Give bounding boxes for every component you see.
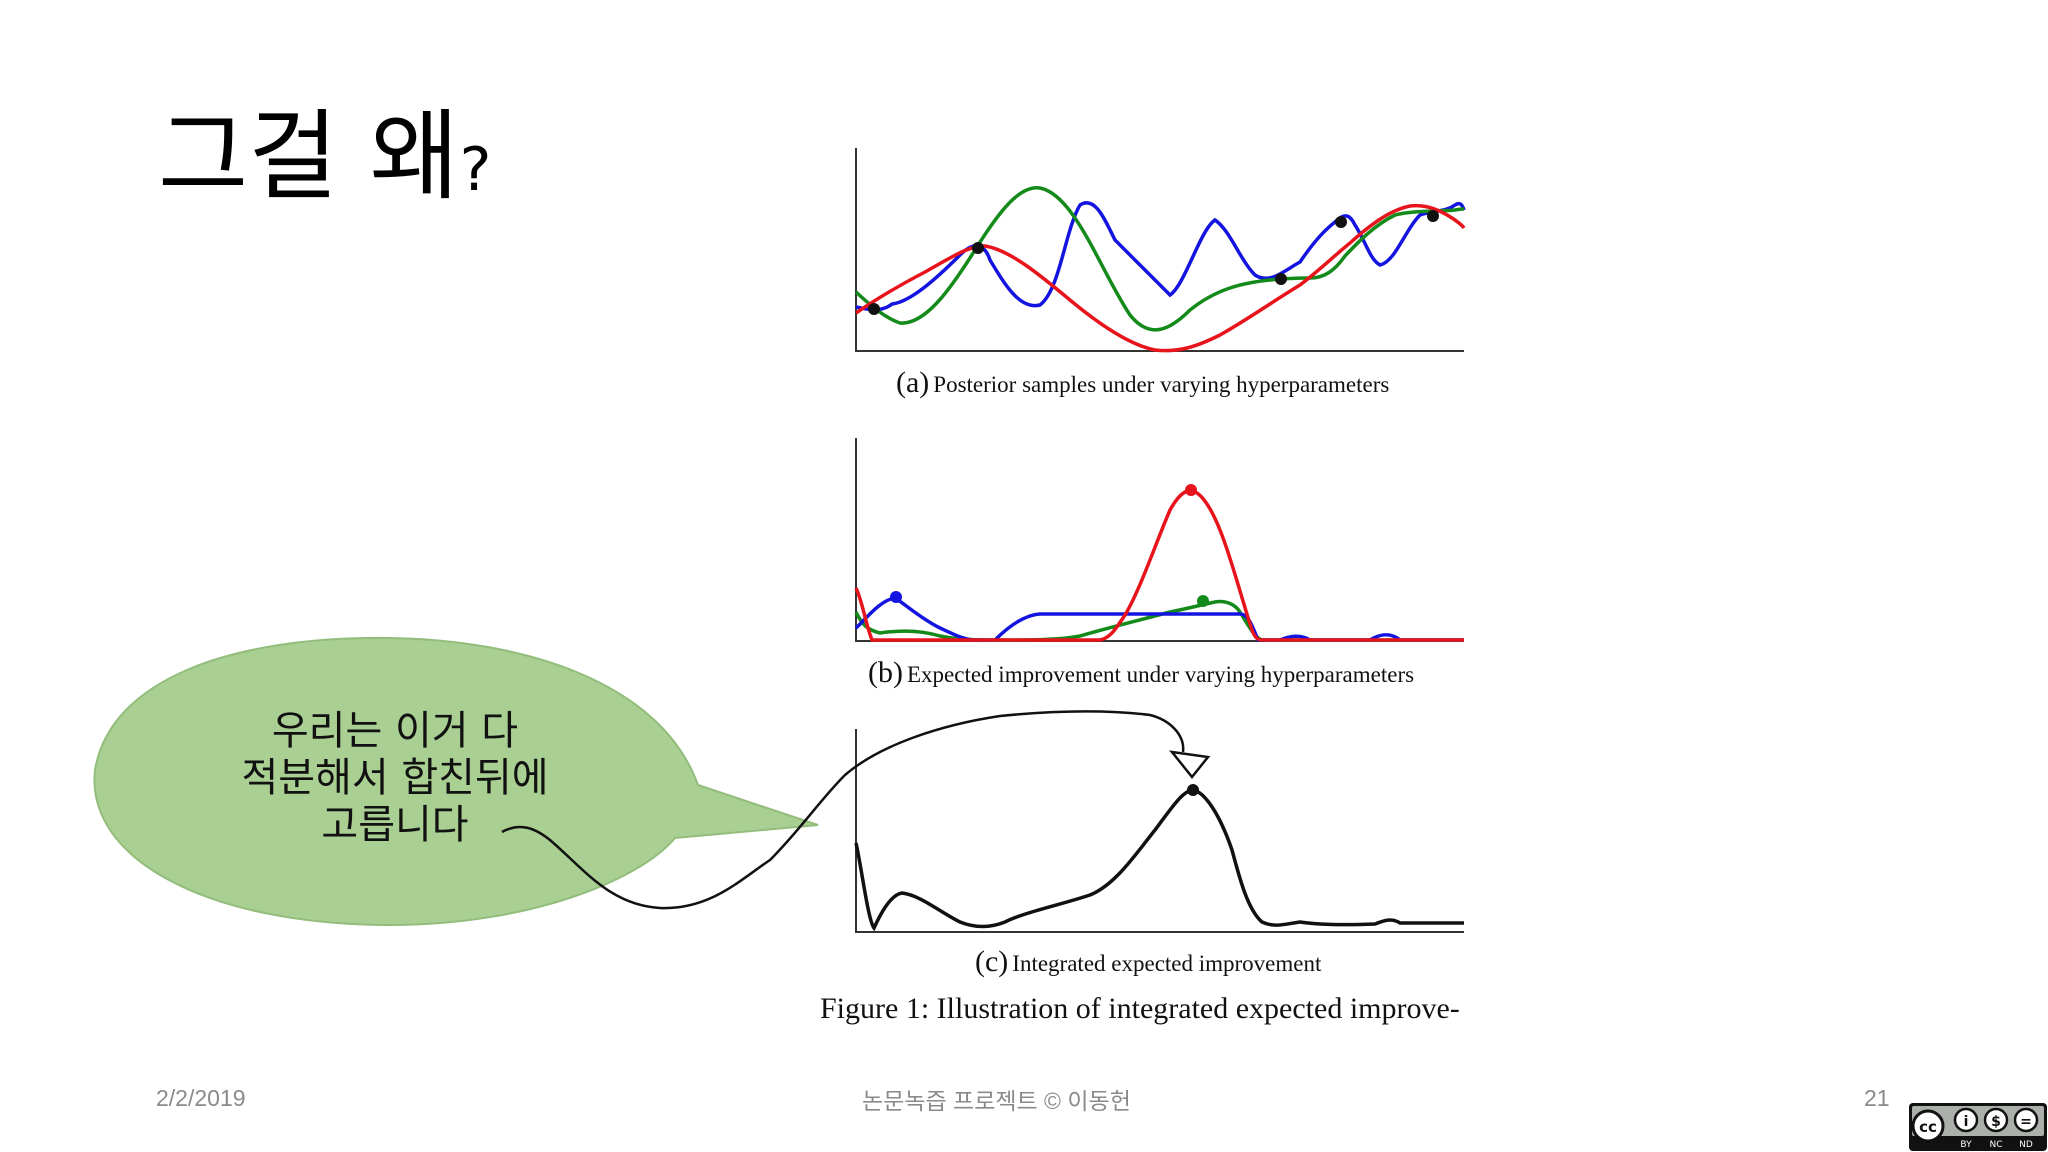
arrowhead-icon xyxy=(1169,750,1211,780)
svg-text:=: = xyxy=(2020,1114,2032,1130)
panel-b-green-max-point xyxy=(1197,595,1209,607)
cc-by-nc-nd-icon: cc i $ = BY NC ND xyxy=(1909,1103,2047,1151)
panel-b-red-max-point xyxy=(1185,484,1197,496)
panel-c-max-point xyxy=(1187,784,1199,796)
panel-a-observations xyxy=(868,210,1439,315)
panel-b-green-curve xyxy=(854,599,1464,642)
svg-text:cc: cc xyxy=(1919,1118,1937,1136)
panel-a-axes xyxy=(855,148,1464,352)
panel-c-caption: (c) Integrated expected improvement xyxy=(975,945,1321,979)
panel-a-blue-curve xyxy=(855,201,1466,312)
panel-a-green-curve xyxy=(854,186,1465,332)
panel-a-curves xyxy=(854,186,1466,353)
footer-center-text: 논문녹즙 프로젝트 © 이동헌 xyxy=(862,1088,1131,1114)
page-number: 21 xyxy=(1864,1085,1890,1111)
panel-c-axes xyxy=(855,729,1464,933)
svg-text:NC: NC xyxy=(1989,1140,2002,1150)
panel-b-caption: (b) Expected improvement under varying h… xyxy=(868,656,1414,690)
panel-b-curves xyxy=(854,489,1464,642)
speech-bubble xyxy=(93,636,819,927)
panel-b-blue-curve xyxy=(854,596,1464,642)
svg-text:$: $ xyxy=(1991,1114,2001,1130)
panel-b-tag: (b) xyxy=(868,656,903,689)
panel-c-integrated-ei-curve xyxy=(854,788,1464,932)
callout-line: 우리는 이거 다 xyxy=(271,708,519,754)
hand-drawn-arrow-line xyxy=(501,710,1185,910)
panel-b-red-curve xyxy=(854,489,1464,642)
svg-text:ND: ND xyxy=(2019,1140,2033,1150)
slide-title: 그걸 왜? xyxy=(158,108,492,206)
figure-caption: Figure 1: Illustration of integrated exp… xyxy=(820,992,1460,1025)
observation-point xyxy=(1275,273,1287,285)
observation-point xyxy=(972,242,984,254)
callout-line: 고릅니다 xyxy=(321,802,469,848)
panel-b-caption-text: Expected improvement under varying hyper… xyxy=(906,662,1415,687)
svg-text:BY: BY xyxy=(1960,1140,1972,1150)
panel-c-caption-text: Integrated expected improvement xyxy=(1012,951,1322,976)
panel-b-axes xyxy=(855,438,1464,642)
slide-title-mark: ? xyxy=(459,135,492,205)
panel-b-blue-max-point xyxy=(890,591,902,603)
panel-a-caption-text: Posterior samples under varying hyperpar… xyxy=(933,372,1390,397)
observation-point xyxy=(1427,210,1439,222)
observation-point xyxy=(1335,216,1347,228)
callout-text: 우리는 이거 다 적분해서 합친뒤에 고릅니다 xyxy=(195,708,595,849)
panel-c-tag: (c) xyxy=(975,945,1009,978)
footer-date: 2/2/2019 xyxy=(156,1085,246,1111)
panel-a-tag: (a) xyxy=(896,366,930,399)
callout-line: 적분해서 합친뒤에 xyxy=(241,755,549,801)
observation-point xyxy=(868,303,880,315)
slide-title-text: 그걸 왜 xyxy=(158,100,460,214)
panel-a-caption: (a) Posterior samples under varying hype… xyxy=(896,366,1389,400)
svg-text:i: i xyxy=(1964,1114,1969,1130)
